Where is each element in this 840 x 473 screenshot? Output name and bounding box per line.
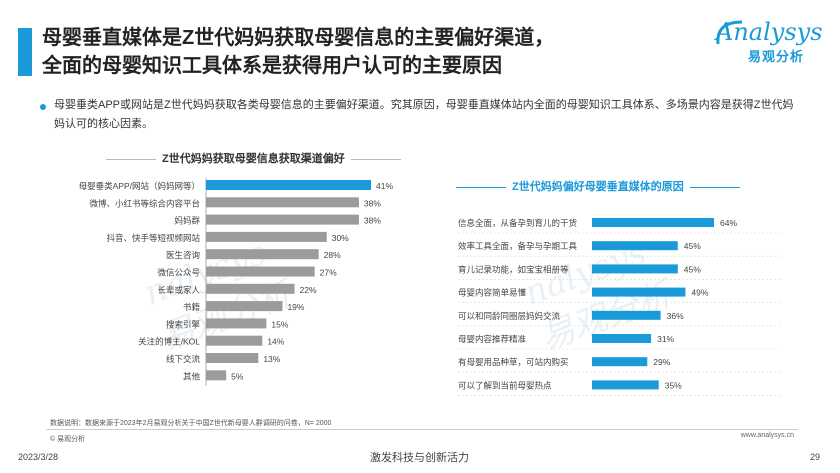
report-date: 2023/3/28 xyxy=(18,452,59,462)
left-bar xyxy=(206,370,227,381)
right-value-label: 45% xyxy=(684,241,701,251)
left-chart-title-text: Z世代妈妈获取母婴信息获取渠道偏好 xyxy=(162,153,345,165)
logo-arc-icon xyxy=(716,20,743,45)
left-value-label: 13% xyxy=(263,354,280,364)
summary-bullet-icon xyxy=(40,104,46,110)
left-value-label: 28% xyxy=(324,250,341,260)
left-value-label: 22% xyxy=(300,285,317,295)
copyright-text: © 易观分析 xyxy=(50,436,86,443)
left-value-label: 14% xyxy=(267,337,284,347)
right-value-label: 64% xyxy=(720,218,737,228)
title-accent-bar xyxy=(18,28,32,76)
right-category-label: 母婴内容推荐精准 xyxy=(458,334,527,344)
left-bar xyxy=(206,180,371,190)
analysys-logo: Analysys 易观分析 xyxy=(712,14,823,64)
footer-slogan: 激发科技与创新活力 xyxy=(370,452,469,464)
left-category-label: 微博、小红书等综合内容平台 xyxy=(89,198,200,208)
logo-brand-rest: nalysys xyxy=(733,18,823,46)
left-category-label: 妈妈群 xyxy=(174,216,200,226)
watermark-right: nalysys 易观分析 xyxy=(519,229,677,359)
right-value-label: 31% xyxy=(657,334,674,344)
right-title-dash xyxy=(456,186,506,188)
page-title-line-2: 全面的母婴知识工具体系是获得用户认可的主要原因 xyxy=(42,55,502,77)
logo-cn-text: 易观分析 xyxy=(748,49,805,64)
left-value-label: 27% xyxy=(320,268,337,278)
right-title-dash xyxy=(689,186,740,188)
right-bar xyxy=(592,218,714,227)
right-bar xyxy=(592,380,659,390)
left-value-label: 5% xyxy=(231,371,244,381)
footer-divider xyxy=(46,429,798,430)
logo-brand-text: Analysys xyxy=(716,18,823,46)
left-value-label: 38% xyxy=(364,216,381,226)
right-value-label: 49% xyxy=(691,288,708,298)
left-category-label: 母婴垂类APP/网站（妈妈网等） xyxy=(79,181,200,191)
summary-text: 母婴垂类APP或网站是Z世代妈妈获取各类母婴信息的主要偏好渠道。究其原因，母婴垂… xyxy=(54,99,794,130)
page-title-line-1: 母婴垂直媒体是Z世代妈妈获取母婴信息的主要偏好渠道， xyxy=(42,27,555,49)
left-value-label: 30% xyxy=(332,233,349,243)
left-bar xyxy=(206,353,259,363)
right-chart-title: Z世代妈妈偏好母婴垂直媒体的原因 xyxy=(450,178,746,194)
left-title-dash xyxy=(350,158,401,160)
left-value-label: 38% xyxy=(364,198,381,208)
right-value-label: 29% xyxy=(653,357,670,367)
left-bar xyxy=(206,214,359,225)
right-category-label: 效率工具全面，备孕与孕期工具 xyxy=(458,241,578,251)
right-category-label: 信息全面，从备孕到育儿的干货 xyxy=(458,218,578,228)
right-category-label: 有母婴用品种草，可站内购买 xyxy=(458,357,569,367)
right-value-label: 35% xyxy=(665,380,682,390)
left-category-label: 其他 xyxy=(183,371,201,381)
left-title-dash xyxy=(106,158,156,160)
logo-brand-initial: A xyxy=(716,18,734,46)
left-category-label: 抖音、快手等短视频网站 xyxy=(106,233,200,243)
watermark-left: nalysys 易观分析 xyxy=(139,229,297,359)
left-value-label: 41% xyxy=(376,181,393,191)
page-title: 母婴垂直媒体是Z世代妈妈获取母婴信息的主要偏好渠道， 全面的母婴知识工具体系是获… xyxy=(42,24,682,80)
website-text: www.analysys.cn xyxy=(740,432,794,439)
right-value-label: 45% xyxy=(684,264,701,274)
data-note: 数据说明：数据来源于2023年2月易观分析关于中国Z世代新母婴人群调研的问卷，N… xyxy=(50,420,332,427)
page-number: 29 xyxy=(809,452,820,462)
right-category-label: 可以了解到当前母婴热点 xyxy=(458,380,552,390)
left-bar xyxy=(206,197,359,208)
right-chart-title-text: Z世代妈妈偏好母婴垂直媒体的原因 xyxy=(512,181,684,193)
right-bar xyxy=(592,357,648,367)
left-chart-title: Z世代妈妈获取母婴信息获取渠道偏好 xyxy=(100,150,407,166)
right-category-label: 母婴内容简单易懂 xyxy=(458,288,527,298)
